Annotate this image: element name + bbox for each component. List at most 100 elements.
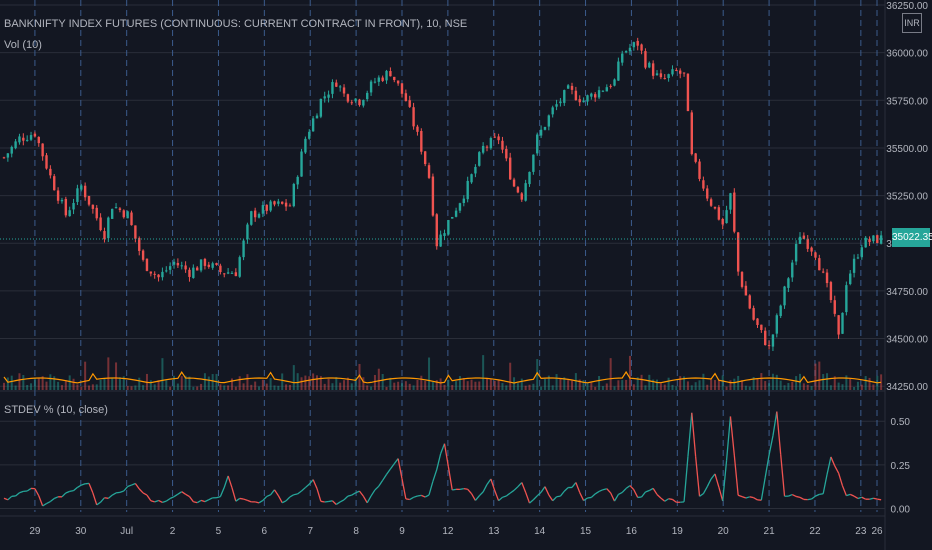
- stdev-segment: [795, 495, 801, 499]
- candle-body: [64, 198, 68, 216]
- candle-body: [211, 263, 214, 268]
- stdev-segment: [386, 468, 391, 475]
- stdev-segment: [281, 500, 287, 504]
- stdev-segment: [544, 486, 550, 496]
- candle-body: [95, 207, 98, 219]
- volume-bar: [818, 361, 821, 390]
- stdev-legend: STDEV % (10, close): [4, 404, 108, 416]
- stdev-segment: [158, 499, 163, 503]
- candle-body: [497, 136, 500, 141]
- volume-bar: [57, 381, 60, 390]
- volume-bar: [385, 386, 388, 390]
- stdev-segment: [861, 496, 866, 500]
- candle-body: [420, 130, 423, 152]
- volume-bar: [880, 374, 883, 390]
- stdev-segment: [320, 500, 325, 503]
- volume-bar: [656, 379, 659, 390]
- stdev-segment: [150, 500, 155, 503]
- volume-bar: [636, 377, 639, 390]
- candle-body: [284, 202, 288, 207]
- volume-bar: [219, 384, 222, 390]
- candle-body: [791, 262, 794, 278]
- volume-bar: [601, 386, 604, 390]
- stdev-segment: [335, 501, 341, 506]
- candle-body: [590, 93, 593, 97]
- volume-bar: [683, 376, 686, 390]
- candle-body: [219, 265, 222, 273]
- stdev-segment: [552, 496, 558, 502]
- time-tick-label: 30: [75, 526, 87, 537]
- stdev-segment: [243, 498, 248, 502]
- volume-bar: [424, 380, 427, 390]
- volume-bar: [717, 380, 720, 390]
- volume-bar: [439, 378, 442, 390]
- volume-bar: [408, 383, 411, 390]
- stdev-segment: [181, 491, 186, 495]
- stdev-segment: [780, 454, 786, 497]
- candle-body: [744, 285, 748, 296]
- stdev-segment: [718, 486, 724, 502]
- candle-body: [319, 98, 323, 117]
- candle-body: [6, 153, 10, 158]
- volume-bar: [864, 376, 867, 390]
- stdev-segment: [571, 482, 577, 488]
- stdev-segment: [521, 482, 527, 493]
- volume-bar: [400, 383, 403, 390]
- stdev-segment: [618, 491, 623, 495]
- stdev-segment: [482, 484, 488, 493]
- stdev-segment: [285, 496, 291, 502]
- volume-bar: [814, 363, 817, 390]
- volume-bar: [497, 379, 500, 390]
- stdev-segment: [695, 456, 701, 497]
- stdev-segment: [127, 484, 132, 488]
- volume-bar: [571, 380, 574, 390]
- stdev-segment: [841, 485, 847, 496]
- volume-bar: [644, 385, 647, 390]
- volume-bar: [578, 379, 581, 390]
- stdev-segment: [463, 487, 468, 490]
- volume-bar: [725, 386, 728, 390]
- stdev-segment: [733, 455, 739, 496]
- volume-bar: [582, 380, 585, 390]
- candle-body: [748, 295, 751, 309]
- volume-bar: [752, 376, 755, 390]
- last-price-tag: 35022.35: [892, 228, 932, 247]
- stdev-segment: [725, 416, 732, 461]
- volume-bar: [122, 376, 125, 390]
- stdev-segment: [834, 465, 840, 474]
- time-tick-label: 5: [216, 526, 222, 537]
- candle-body: [454, 210, 458, 217]
- volume-bar: [339, 382, 342, 390]
- stdev-segment: [714, 473, 720, 488]
- candle-body: [242, 240, 245, 258]
- candle-body: [814, 252, 817, 258]
- candle-body: [760, 324, 763, 330]
- stdev-segment: [258, 499, 264, 504]
- stdev-segment: [100, 497, 105, 503]
- currency-badge[interactable]: INR: [902, 13, 922, 33]
- volume-bar: [196, 386, 199, 390]
- symbol-title: BANKNIFTY INDEX FUTURES (CONTINUOUS: CUR…: [4, 18, 468, 30]
- candle-body: [458, 203, 462, 211]
- stdev-segment: [741, 496, 747, 499]
- stdev-segment: [853, 495, 859, 500]
- stdev-tick-label: 0.50: [891, 417, 911, 428]
- candle-body: [593, 94, 597, 98]
- candle-body: [223, 273, 226, 275]
- stdev-segment: [73, 486, 78, 492]
- stdev-segment: [613, 494, 619, 502]
- volume-bar: [304, 375, 307, 390]
- candle-body: [609, 85, 612, 87]
- candle-body: [443, 233, 446, 236]
- volume-bar: [72, 378, 75, 390]
- stdev-segment: [436, 453, 442, 470]
- volume-bar: [188, 376, 191, 390]
- time-tick-label: 12: [442, 526, 454, 537]
- volume-bar: [617, 380, 620, 390]
- volume-bar: [207, 376, 210, 390]
- candle-body: [49, 168, 52, 176]
- stdev-segment: [26, 487, 32, 492]
- candle-body: [226, 272, 230, 274]
- price-tick-label: 34500.00: [886, 335, 928, 346]
